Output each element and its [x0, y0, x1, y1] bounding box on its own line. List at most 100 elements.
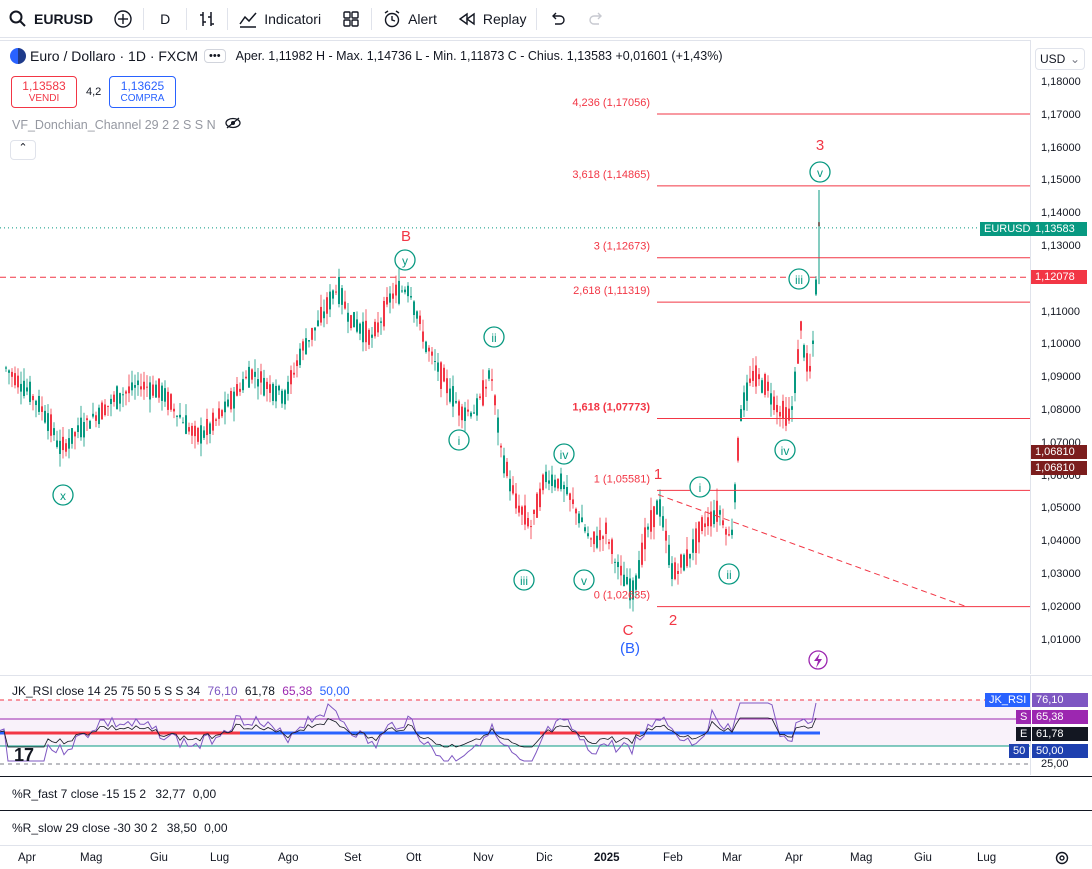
price-tick: 1,04000: [1041, 535, 1081, 548]
candle-body: [29, 381, 31, 402]
r-fast-pane[interactable]: %R_fast 7 close -15 15 2 32,77 0,00: [0, 776, 1092, 810]
candle-body: [101, 402, 103, 420]
replay-button[interactable]: Replay: [447, 0, 537, 38]
buy-button[interactable]: 1,13625 COMPRA: [109, 76, 176, 108]
layouts-button[interactable]: [331, 0, 371, 38]
candle-body: [647, 526, 649, 530]
compare-button[interactable]: [103, 0, 143, 38]
candle-body: [344, 301, 346, 309]
indicators-icon: [238, 9, 258, 29]
price-axis[interactable]: USD ⌄ 1,18000 1,17000 1,16000 1,15000 1,1400…: [1030, 40, 1092, 674]
candle-body: [809, 365, 811, 372]
interval-button[interactable]: D: [144, 0, 186, 38]
r-slow-title: %R_slow 29 close -30 30 2: [12, 821, 158, 835]
indicators-button[interactable]: Indicatori: [228, 0, 331, 38]
candle-body: [200, 425, 202, 444]
symbol-search-button[interactable]: EURUSD: [0, 0, 103, 38]
candle-body: [416, 311, 418, 319]
rsi-value: 61,78: [244, 684, 275, 698]
rewind-icon: [457, 9, 477, 29]
wave-label: (B): [620, 640, 640, 657]
candle-body: [407, 285, 409, 297]
rsi-title: JK_RSI close 14 25 75 50 5 S S 34: [12, 684, 201, 698]
fib-level-label: 4,236 (1,17056): [572, 97, 650, 109]
candle-body: [608, 541, 610, 544]
time-tick: Apr: [785, 852, 803, 864]
candle-body: [632, 580, 634, 600]
rsi-pane[interactable]: [0, 675, 1030, 775]
candle-body: [266, 381, 268, 390]
time-axis[interactable]: Apr Mag Giu Lug Ago Set Ott Nov Dic 2025 Feb Mar Apr…: [0, 845, 1092, 869]
candle-body: [404, 289, 406, 293]
candle-body: [302, 341, 304, 351]
wave-label: iii: [520, 574, 528, 588]
candle-body: [680, 554, 682, 568]
candle-body: [710, 511, 712, 527]
undo-icon: [547, 9, 567, 29]
candle-body: [494, 395, 496, 406]
collapse-legend-button[interactable]: ⌃: [10, 140, 36, 160]
settings-gear-icon[interactable]: [1054, 850, 1070, 869]
fib-level-label: 3 (1,12673): [594, 241, 650, 253]
candle-body: [518, 505, 520, 513]
candle-body: [5, 367, 7, 369]
candle-body: [614, 561, 616, 563]
symbol-flag-icon: [10, 48, 26, 64]
undo-button[interactable]: [537, 0, 577, 38]
eye-hidden-icon[interactable]: [225, 117, 241, 132]
candle-body: [332, 290, 334, 299]
candle-body: [638, 560, 640, 579]
candle-body: [671, 563, 673, 580]
candle-body: [731, 529, 733, 536]
candle-body: [290, 370, 292, 385]
candle-body: [188, 427, 190, 432]
candle-body: [650, 510, 652, 532]
fib-level-label: 2,618 (1,11319): [573, 285, 650, 297]
wave-label-circle: [774, 439, 796, 461]
redo-button[interactable]: [577, 0, 617, 38]
candle-body: [470, 412, 472, 417]
r-fast-title: %R_fast 7 close -15 15 2: [12, 787, 147, 801]
candle-body: [401, 290, 403, 292]
wave-label: y: [402, 254, 408, 268]
candle-body: [167, 391, 169, 410]
alert-label: Alert: [408, 10, 437, 27]
price-tick: 1,18000: [1041, 76, 1081, 88]
candle-body: [737, 437, 739, 461]
price-tick: 1,05000: [1041, 502, 1081, 515]
candle-body: [263, 377, 265, 396]
currency-selector[interactable]: USD ⌄: [1035, 48, 1085, 70]
main-chart-pane[interactable]: [0, 40, 1030, 674]
wave-label-circle: [394, 249, 416, 271]
candle-body: [722, 520, 724, 526]
candle-body: [419, 315, 421, 324]
lightning-event-icon: [814, 653, 822, 668]
legend-more-button[interactable]: •••: [204, 49, 226, 63]
candle-body: [491, 379, 493, 381]
r-slow-pane[interactable]: %R_slow 29 close -30 30 2 38,50 0,00: [0, 810, 1092, 845]
candle-body: [578, 513, 580, 524]
wave-label: ii: [491, 331, 496, 345]
add-circle-icon: [113, 9, 133, 29]
candle-body: [179, 414, 181, 418]
candle-body: [362, 321, 364, 343]
time-tick: 2025: [594, 852, 620, 864]
candle-body: [758, 374, 760, 380]
alert-button[interactable]: Alert: [372, 0, 447, 38]
toolbar-divider: [186, 7, 188, 30]
chevron-down-icon: ⌄: [1069, 52, 1080, 66]
wave-label-circle: [553, 443, 575, 465]
chart-type-button[interactable]: [187, 0, 227, 38]
indicator-legend[interactable]: VF_Donchian_Channel 29 2 2 S S N: [12, 117, 241, 132]
chevron-up-icon: ⌃: [18, 142, 28, 154]
price-chart-canvas[interactable]: 4,236 (1,17056) 3,618 (1,14865) 3 (1,12673…: [0, 40, 1030, 674]
time-tick: Nov: [473, 852, 494, 864]
candle-body: [338, 276, 340, 305]
candle-body: [665, 530, 667, 541]
rsi-chart-canvas[interactable]: 17: [0, 675, 1030, 775]
candle-body: [740, 409, 742, 422]
rsi-axis[interactable]: JK_RSI 76,10 S 65,38 E 61,78 50 50,00 25…: [985, 675, 1092, 775]
candle-body: [788, 408, 790, 421]
candle-body: [725, 529, 727, 535]
sell-button[interactable]: 1,13583 VENDI: [11, 76, 77, 108]
